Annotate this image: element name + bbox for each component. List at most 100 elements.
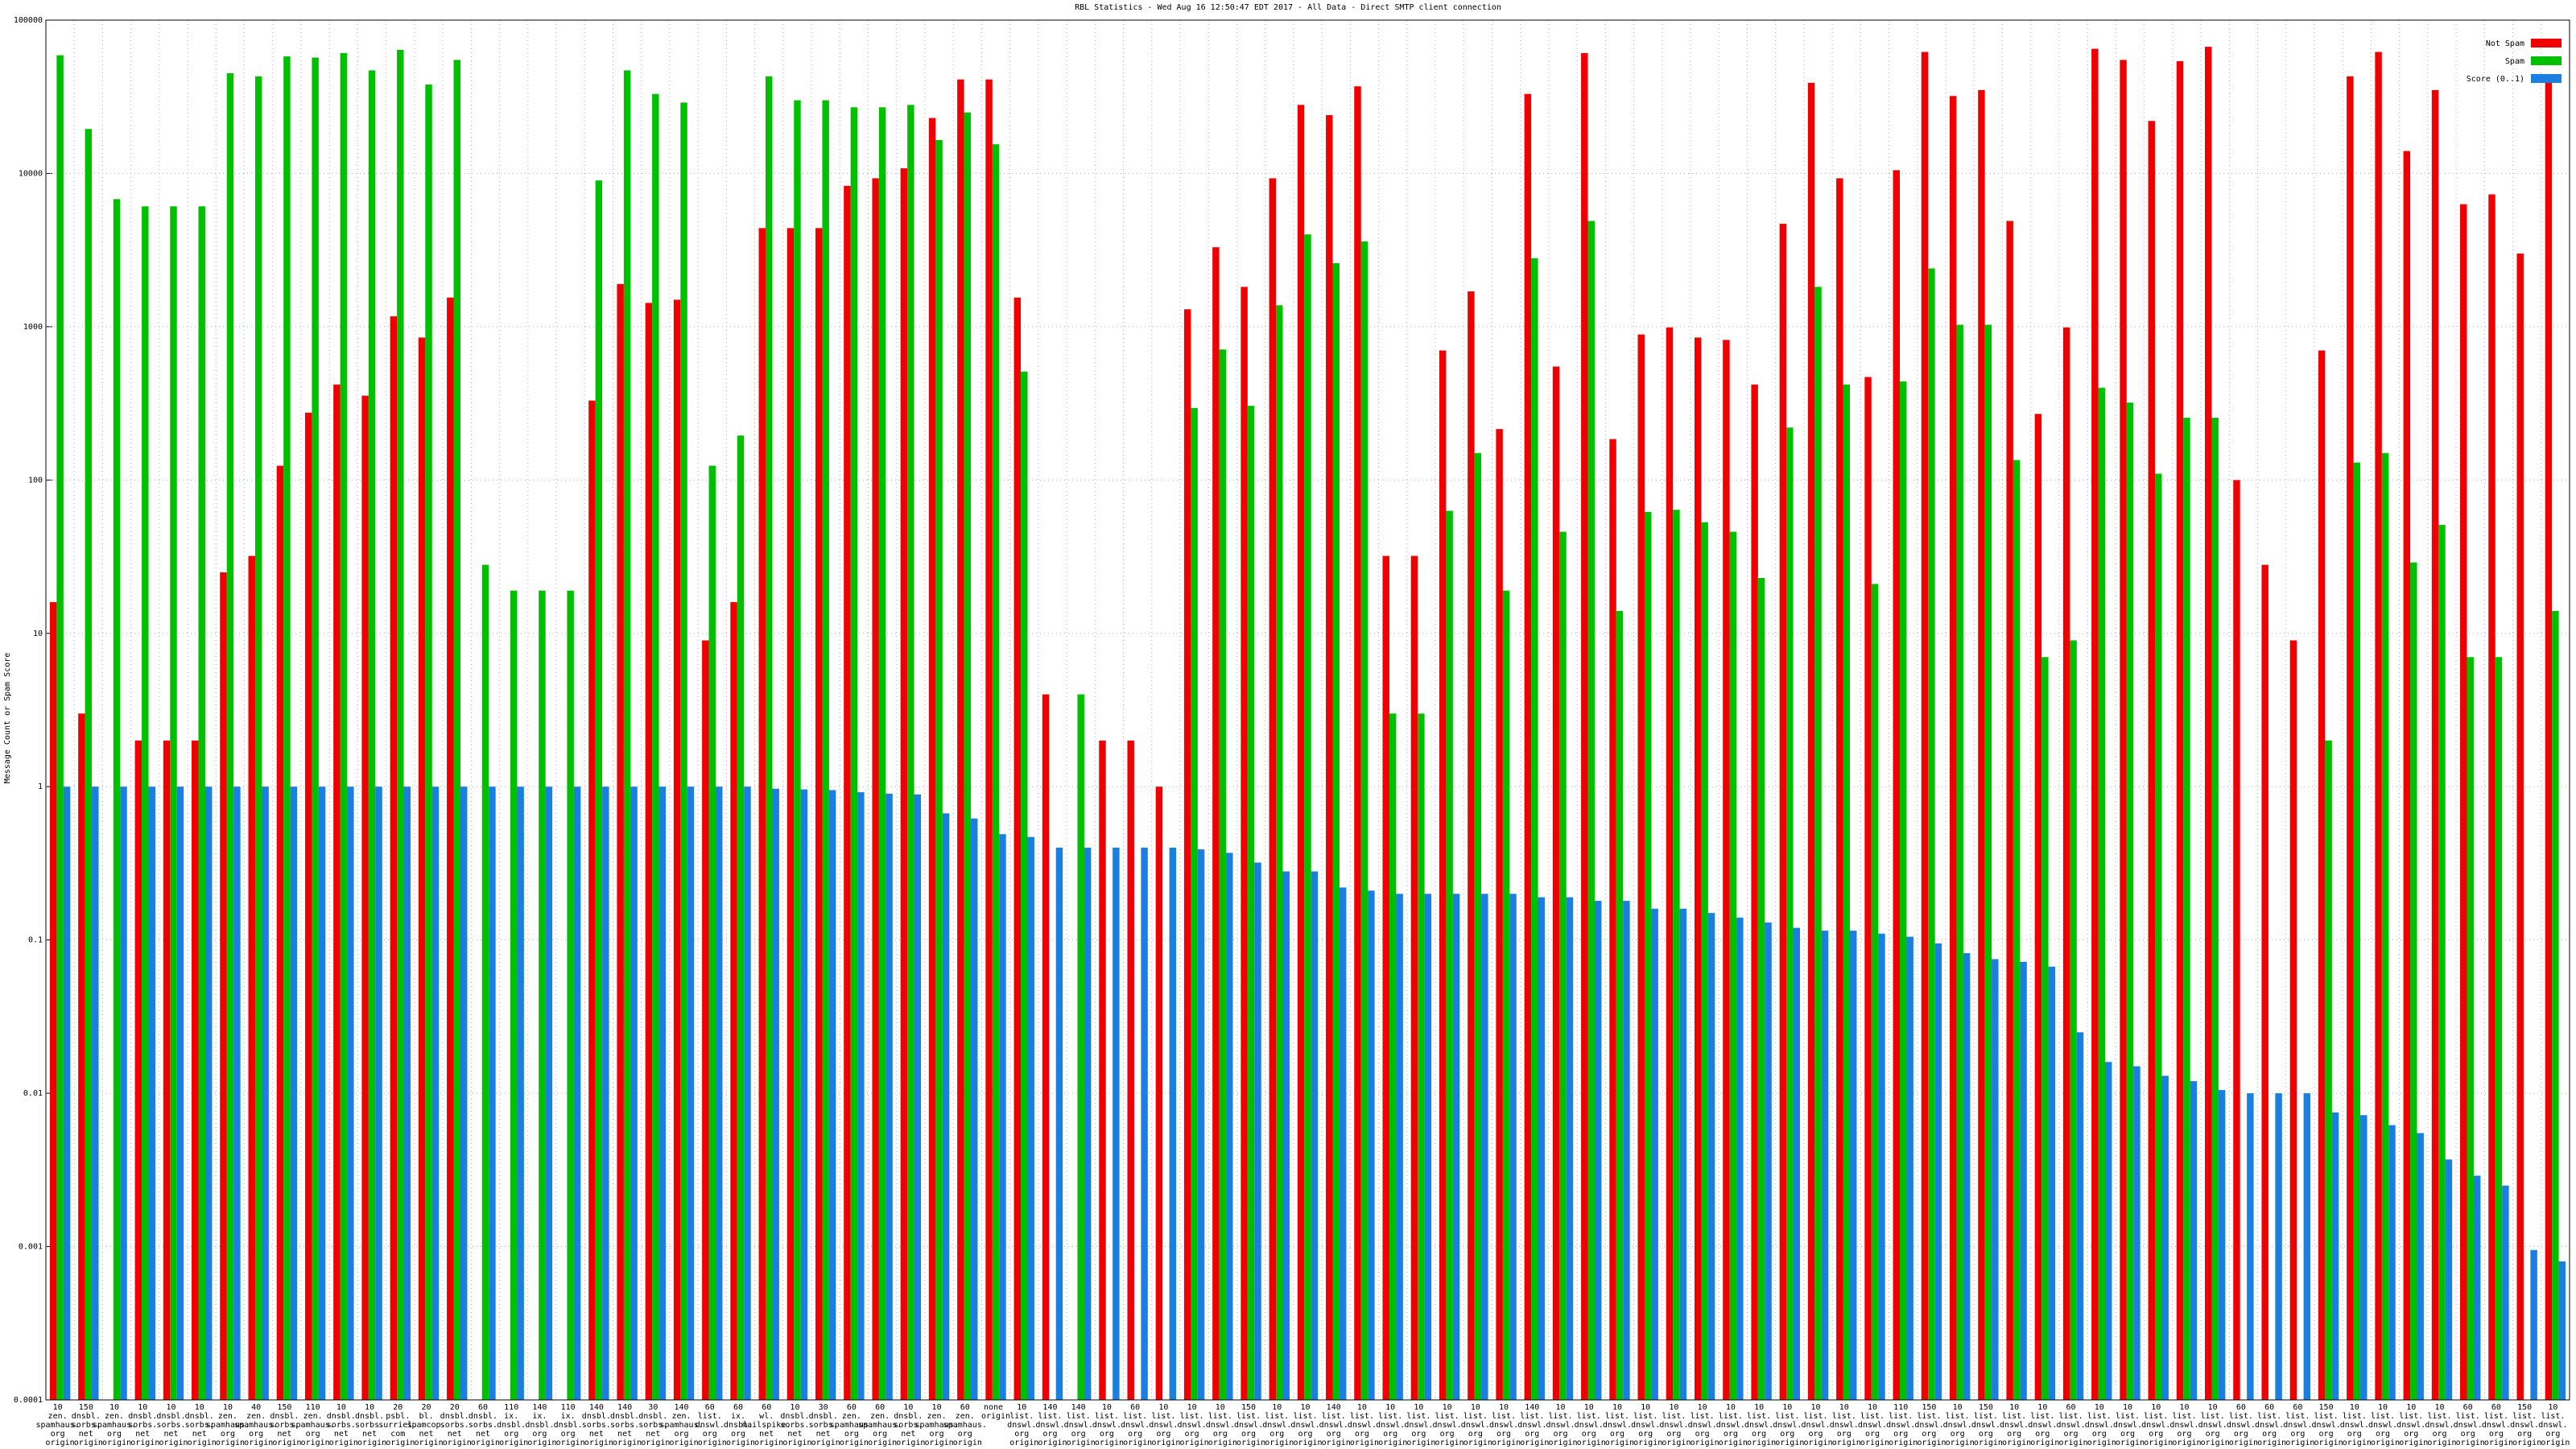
x-tick-label: 140 list. dnswl. org origin bbox=[1064, 1403, 1098, 1447]
bar bbox=[1779, 223, 1787, 1400]
bar bbox=[1594, 901, 1602, 1400]
legend-swatch bbox=[2531, 74, 2562, 83]
bar bbox=[2148, 121, 2156, 1401]
bar bbox=[1311, 871, 1319, 1400]
bar bbox=[942, 813, 950, 1400]
bar bbox=[2318, 350, 2326, 1400]
bar bbox=[2353, 462, 2361, 1400]
x-tick-label: 110 zen. spamhaus. org origin bbox=[291, 1403, 340, 1447]
bar bbox=[120, 786, 127, 1400]
x-tick-label: 150 list. dnswl. org origin bbox=[2510, 1403, 2544, 1447]
x-tick-label: 10 list. dnswl. org origin bbox=[2085, 1403, 2119, 1447]
x-tick-label: 60 zen. spamhaus. org origin bbox=[943, 1403, 992, 1447]
bar bbox=[2375, 52, 2382, 1401]
legend-swatch bbox=[2531, 39, 2562, 47]
bar bbox=[1055, 848, 1063, 1400]
bar bbox=[964, 112, 972, 1401]
plot-frame bbox=[45, 19, 2570, 1401]
bar bbox=[1871, 584, 1879, 1400]
x-tick-label: 10 list. dnswl. org origin bbox=[1461, 1403, 1495, 1447]
x-tick-label: 10 list. dnswl. org origin bbox=[1546, 1403, 1579, 1447]
bar bbox=[2120, 60, 2127, 1400]
bar bbox=[1934, 943, 1942, 1400]
bar bbox=[142, 206, 149, 1401]
x-tick-label: 140 zen. spamhaus. org origin bbox=[659, 1403, 708, 1447]
bar bbox=[56, 55, 64, 1400]
y-tick-label: 1000 bbox=[23, 323, 43, 332]
bar bbox=[304, 412, 312, 1401]
bar bbox=[985, 79, 993, 1400]
bar bbox=[673, 299, 681, 1401]
bar bbox=[914, 794, 922, 1400]
x-tick-label: 150 list. dnswl. org origin bbox=[1971, 1403, 2005, 1447]
bar bbox=[1496, 429, 1503, 1401]
bar bbox=[1197, 849, 1205, 1400]
bar bbox=[900, 168, 908, 1400]
x-tick-label: 10 list. dnswl. org origin bbox=[2340, 1403, 2374, 1447]
x-tick-label: 10 list. dnswl. org origin bbox=[1773, 1403, 1806, 1447]
bar bbox=[418, 337, 426, 1400]
bar bbox=[1354, 86, 1361, 1400]
bar bbox=[78, 713, 85, 1400]
bar bbox=[1332, 262, 1340, 1401]
y-tick-label: 0.001 bbox=[19, 1243, 43, 1252]
bar bbox=[844, 185, 851, 1400]
bar bbox=[2183, 417, 2190, 1400]
bar bbox=[617, 283, 624, 1401]
bar bbox=[1786, 427, 1794, 1400]
bar bbox=[1468, 291, 1475, 1400]
x-tick-label: 140 list. dnswl. org origin bbox=[1517, 1403, 1551, 1447]
bar bbox=[999, 834, 1006, 1400]
bar bbox=[1439, 350, 1447, 1400]
x-tick-label: 10 dnsbl. sorbs. net origin bbox=[355, 1403, 389, 1447]
bar bbox=[2098, 387, 2106, 1401]
x-tick-label: 60 zen. spamhaus. org origin bbox=[830, 1403, 878, 1447]
x-tick-label: 10 list. dnswl. org origin bbox=[1575, 1403, 1608, 1447]
x-tick-label: 10 list. dnswl. org origin bbox=[1801, 1403, 1835, 1447]
bar bbox=[1481, 894, 1488, 1400]
x-tick-label: 150 dnsbl. sorbs. net origin bbox=[72, 1403, 105, 1447]
bar bbox=[453, 60, 460, 1400]
x-tick-label: 140 dnsbl. sorbs. net origin bbox=[582, 1403, 616, 1447]
x-tick-label: 10 zen. spamhaus. org origin bbox=[36, 1403, 85, 1447]
x-tick-label: 140 ix. dnsbl. org origin bbox=[525, 1403, 559, 1447]
bar bbox=[1736, 917, 1744, 1400]
bar bbox=[2091, 48, 2099, 1400]
x-tick-label: 60 dnsbl. sorbs. net origin bbox=[469, 1403, 502, 1447]
x-tick-label: 10 list. dnswl. org origin bbox=[1830, 1403, 1864, 1447]
bar bbox=[403, 786, 411, 1400]
bar bbox=[794, 100, 801, 1401]
bar bbox=[361, 395, 369, 1400]
bar bbox=[1021, 371, 1028, 1400]
bar bbox=[573, 786, 581, 1400]
x-tick-label: 10 list. dnswl. org origin bbox=[1178, 1403, 1212, 1447]
x-tick-label: 10 list. dnswl. org origin bbox=[2141, 1403, 2175, 1447]
x-tick-label: 60 list. dnswl. org origin bbox=[2482, 1403, 2516, 1447]
bar bbox=[1701, 522, 1708, 1400]
bar bbox=[318, 786, 326, 1400]
bar bbox=[517, 786, 524, 1400]
bar bbox=[1077, 694, 1084, 1400]
x-tick-label: 60 list. dnswl. org origin bbox=[2283, 1403, 2317, 1447]
bar bbox=[1921, 52, 1929, 1401]
bar bbox=[1836, 178, 1843, 1401]
bar bbox=[1410, 555, 1418, 1401]
bar bbox=[716, 786, 723, 1400]
bar bbox=[2502, 1185, 2509, 1400]
x-tick-label: 60 list. dnswl. org origin bbox=[1121, 1403, 1154, 1447]
bar bbox=[1623, 901, 1630, 1400]
bar bbox=[2552, 610, 2559, 1400]
bar bbox=[163, 740, 171, 1400]
bar bbox=[283, 56, 291, 1400]
bar bbox=[1418, 713, 1425, 1400]
x-tick-label: 110 ix. dnsbl. org origin bbox=[497, 1403, 530, 1447]
bar bbox=[2488, 194, 2496, 1400]
bar bbox=[928, 118, 936, 1400]
legend-swatch bbox=[2531, 56, 2562, 65]
bar bbox=[1169, 848, 1177, 1400]
bar bbox=[652, 93, 659, 1401]
bar bbox=[857, 792, 865, 1400]
bar bbox=[1694, 337, 1702, 1400]
bar bbox=[2431, 89, 2439, 1400]
